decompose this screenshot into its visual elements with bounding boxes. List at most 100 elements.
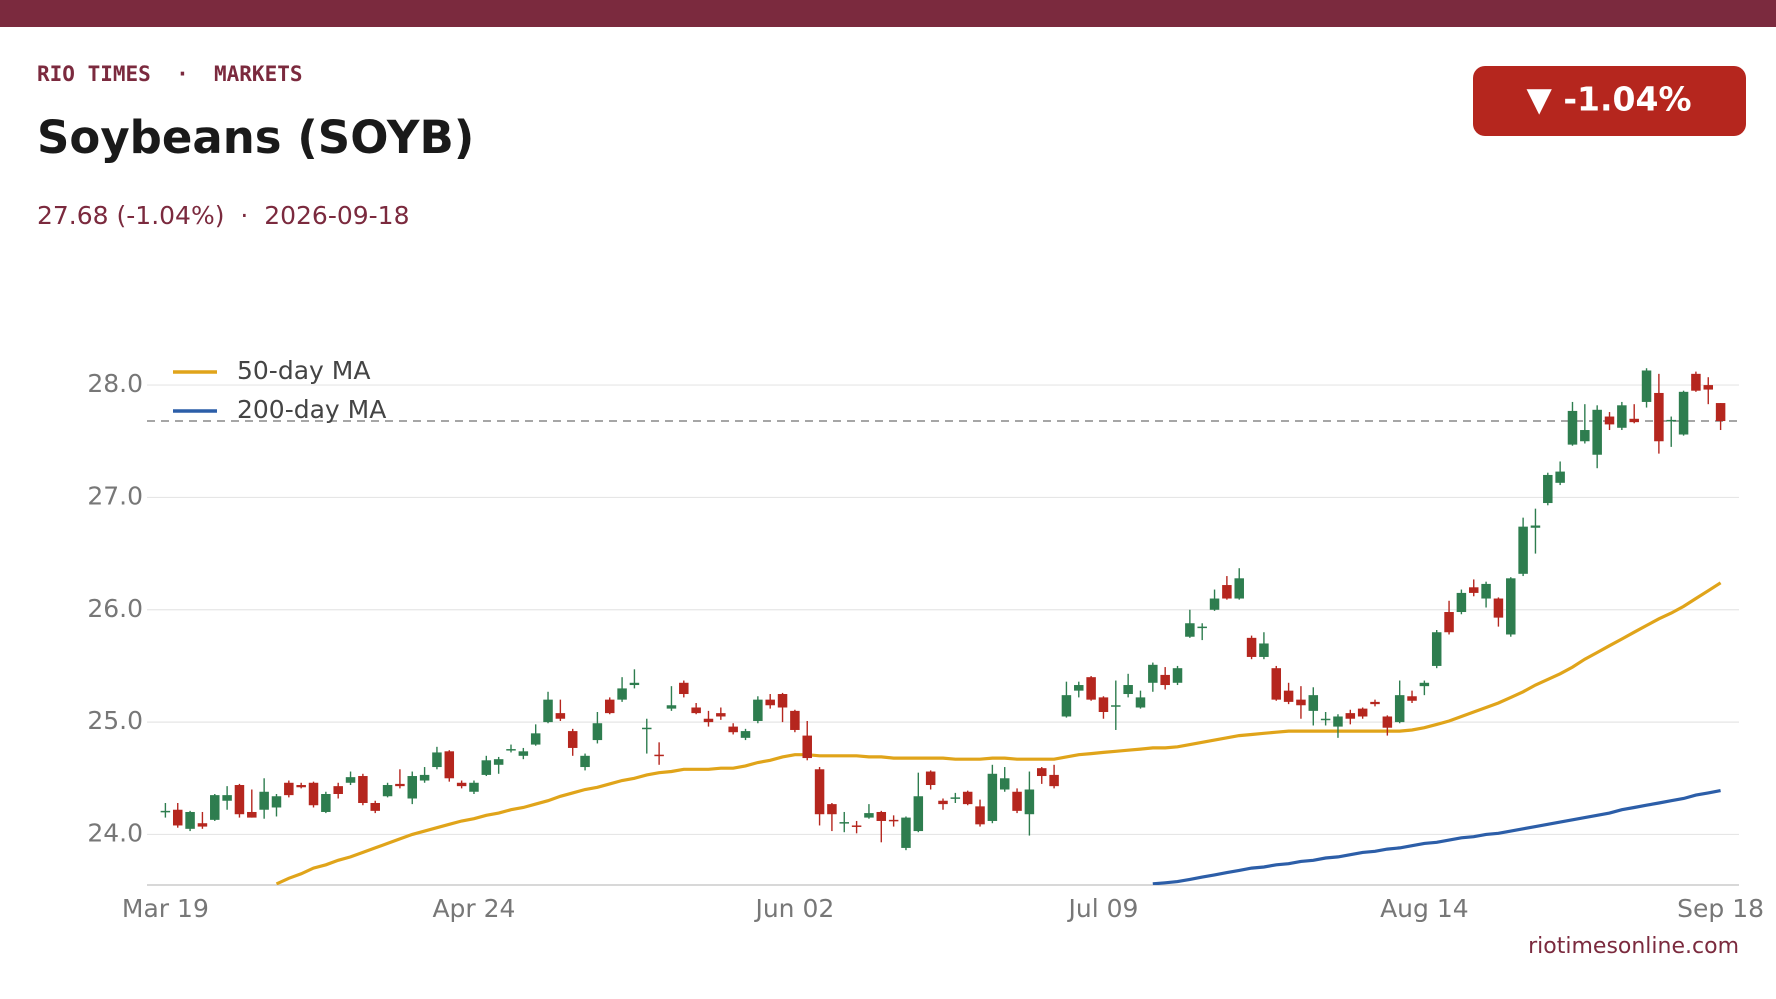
legend-label: 50-day MA: [237, 356, 370, 385]
candle-body: [888, 819, 899, 822]
candle-body: [1209, 598, 1220, 610]
x-tick-label: Sep 18: [1677, 894, 1764, 923]
candle-body: [925, 771, 936, 786]
candle-body: [1506, 578, 1516, 635]
candle-body: [222, 795, 232, 801]
candle-body: [716, 713, 726, 717]
candle-body: [1530, 525, 1541, 528]
candle-body: [456, 782, 467, 787]
candle-body: [753, 699, 763, 721]
candle-body: [1172, 668, 1183, 683]
candle-body: [827, 804, 837, 815]
candle-body: [642, 727, 652, 730]
candle-body: [938, 800, 948, 805]
candle-body: [901, 817, 911, 848]
candle-body: [530, 733, 541, 745]
candle-body: [1580, 430, 1590, 442]
candle-body: [913, 796, 924, 832]
candle-body: [555, 713, 566, 719]
candle-body: [1222, 585, 1232, 599]
candle-body: [1419, 682, 1430, 687]
candle-body: [1468, 587, 1479, 593]
candle-body: [777, 694, 788, 708]
candle-body: [1061, 695, 1072, 717]
candle-body: [962, 791, 973, 805]
y-tick-label: 26.0: [87, 594, 143, 623]
candle-body: [1592, 409, 1602, 455]
x-tick-label: Mar 19: [122, 894, 209, 923]
candle-body: [370, 802, 380, 811]
change-badge: [1473, 66, 1746, 136]
candle-body: [864, 813, 874, 818]
candle-body: [1493, 598, 1504, 618]
candle-body: [1407, 696, 1417, 701]
candle-body: [284, 782, 294, 796]
legend-label: 200-day MA: [237, 395, 386, 424]
candle-body: [185, 811, 195, 829]
candle-body: [1629, 418, 1639, 423]
candle-body: [1444, 612, 1454, 633]
candle-body: [592, 723, 603, 741]
candle-body: [1036, 768, 1047, 777]
candle-body: [1617, 405, 1627, 428]
candle-body: [308, 782, 319, 806]
candle-body: [1024, 789, 1035, 815]
candle-body: [728, 726, 738, 733]
plot-area: [147, 368, 1739, 885]
candle-body: [1296, 699, 1306, 706]
x-tick-label: Jul 09: [1066, 894, 1138, 923]
candle-body: [1185, 623, 1195, 637]
candle-body: [1098, 697, 1109, 712]
candle-body: [382, 785, 393, 797]
candle-body: [1074, 685, 1084, 691]
candle-body: [987, 773, 998, 821]
candle-body: [1394, 695, 1405, 723]
candle-body: [234, 785, 245, 815]
candle-body: [1283, 690, 1294, 702]
candle-body: [296, 785, 306, 788]
candle-body: [567, 731, 578, 748]
candle-body: [629, 682, 640, 686]
candle-body: [1567, 410, 1578, 445]
candle-body: [975, 806, 985, 825]
candle-body: [666, 705, 677, 709]
candle-body: [493, 759, 504, 765]
candle-body: [1012, 791, 1022, 811]
candle-body: [1456, 592, 1467, 613]
candle-body: [543, 699, 553, 723]
candle-body: [506, 749, 516, 751]
candle-body: [802, 735, 812, 759]
candle-body: [1678, 391, 1689, 435]
headline: Soybeans (SOYB): [37, 111, 474, 164]
candle-body: [1715, 403, 1726, 422]
candle-body: [1246, 637, 1257, 657]
candle-body: [851, 825, 862, 827]
top-bar: [0, 0, 1776, 27]
x-tick-label: Jun 02: [753, 894, 834, 923]
candle-body: [654, 754, 664, 757]
candle-body: [419, 774, 430, 781]
candle-body: [1518, 526, 1528, 574]
candle-body: [333, 786, 343, 795]
candle-body: [1308, 695, 1319, 711]
candle-body: [1555, 471, 1565, 483]
candle-body: [814, 769, 825, 815]
candle-body: [765, 699, 775, 706]
candle-body: [432, 752, 442, 768]
candle-body: [691, 707, 701, 714]
candle-body: [839, 822, 850, 824]
candle-body: [259, 791, 269, 810]
candle-body: [1431, 632, 1442, 666]
candle-body: [210, 795, 220, 820]
candle-body: [1135, 697, 1146, 708]
candle-body: [1604, 416, 1615, 425]
candle-body: [1111, 705, 1121, 707]
y-tick-label: 27.0: [87, 481, 143, 510]
candle-body: [1271, 668, 1282, 700]
candle-body: [1123, 685, 1133, 695]
footer: riotimesonline.com: [1528, 934, 1739, 959]
candle-body: [481, 760, 492, 775]
candle-body: [1049, 774, 1059, 787]
candle-body: [345, 777, 356, 783]
